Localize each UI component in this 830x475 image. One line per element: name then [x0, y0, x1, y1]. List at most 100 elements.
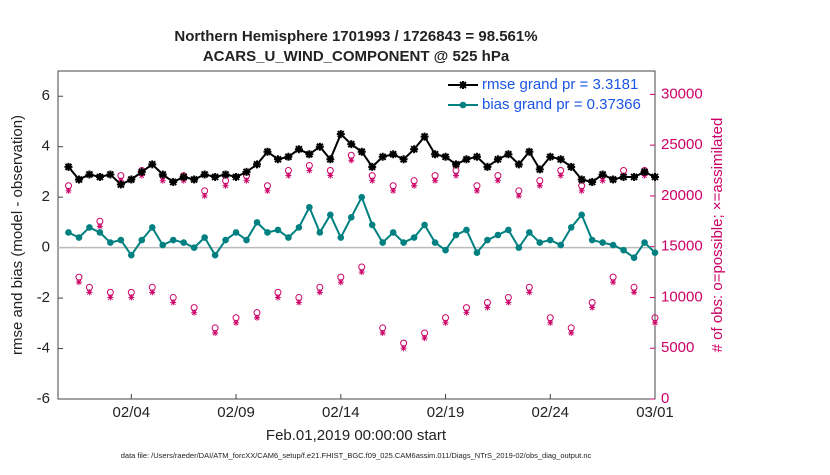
point [326, 155, 335, 164]
obs-assimilated [568, 329, 575, 336]
point [630, 254, 638, 262]
point [556, 155, 565, 164]
point [431, 150, 440, 159]
point [368, 221, 376, 229]
point [609, 175, 618, 184]
obs-assimilated [65, 187, 72, 194]
obs-assimilated [432, 177, 439, 184]
point [546, 236, 554, 244]
y-tick-label: -6 [37, 390, 50, 407]
point [619, 172, 628, 181]
y2-tick-label: 5000 [661, 339, 694, 356]
point [294, 145, 303, 154]
obs-assimilated [557, 172, 564, 179]
point [179, 172, 188, 181]
point [74, 175, 83, 184]
point [106, 170, 115, 179]
point [463, 226, 470, 234]
point [358, 193, 366, 201]
point [159, 241, 167, 249]
footnote: data file: /Users/raeder/DAI/ATM_forcXX/… [121, 451, 592, 460]
point [546, 152, 555, 161]
point [536, 239, 544, 246]
point [630, 172, 639, 181]
obs-assimilated [369, 177, 376, 184]
obs-assimilated [274, 294, 281, 301]
obs-assimilated [421, 335, 428, 342]
obs-assimilated [411, 182, 418, 189]
point [305, 150, 314, 159]
obs-assimilated [358, 269, 365, 276]
point [169, 178, 178, 187]
point [274, 226, 282, 234]
point [315, 142, 324, 151]
point [190, 244, 198, 251]
point [410, 234, 418, 241]
legend-label: bias grand pr = 0.37366 [482, 96, 641, 113]
point [389, 229, 397, 236]
point [526, 229, 533, 236]
point [232, 172, 241, 181]
obs-assimilated [306, 167, 313, 174]
point [158, 170, 167, 179]
point [399, 155, 408, 164]
point [567, 162, 576, 171]
obs-assimilated [243, 177, 250, 184]
point [243, 236, 250, 244]
chart-subtitle: ACARS_U_WIND_COMPONENT @ 525 hPa [203, 48, 510, 65]
obs-assimilated [547, 319, 554, 326]
y-tick-label: 2 [42, 188, 50, 205]
point [180, 239, 187, 246]
obs-assimilated [285, 172, 292, 179]
point [128, 251, 135, 259]
point [347, 140, 356, 149]
point [588, 178, 597, 187]
obs-assimilated [75, 279, 82, 286]
point [211, 251, 219, 259]
point [410, 145, 419, 154]
obs-assimilated [107, 294, 114, 301]
obs-assimilated [212, 329, 219, 336]
obs-assimilated [589, 304, 596, 311]
point [285, 234, 292, 241]
obs-assimilated [191, 309, 198, 316]
point [96, 229, 104, 236]
obs-assimilated [400, 345, 407, 352]
point [484, 236, 491, 244]
point [201, 234, 208, 241]
point [598, 170, 607, 179]
point [473, 249, 481, 256]
obs-assimilated [578, 187, 585, 194]
y2-tick-label: 25000 [661, 136, 703, 153]
point [389, 150, 398, 159]
obs-assimilated [201, 192, 208, 199]
point [336, 130, 345, 139]
point [137, 167, 146, 176]
point [107, 239, 114, 246]
x-tick-label: 02/09 [217, 404, 255, 421]
point [273, 155, 282, 164]
obs-assimilated [599, 177, 606, 184]
point [442, 246, 449, 254]
point [620, 246, 627, 254]
obs-assimilated [264, 187, 271, 194]
y2-tick-label: 30000 [661, 85, 703, 102]
y-axis-label: rmse and bias (model - observation) [9, 115, 26, 355]
obs-assimilated [484, 304, 491, 311]
obs-assimilated [379, 329, 386, 336]
point [557, 241, 565, 249]
point [459, 101, 467, 109]
point [64, 162, 73, 171]
point [400, 239, 407, 246]
point [483, 162, 492, 171]
obs-assimilated [526, 289, 533, 296]
point [505, 226, 512, 234]
point [641, 239, 648, 246]
obs-assimilated [348, 157, 355, 164]
point [368, 162, 377, 171]
point [169, 236, 177, 244]
point [95, 172, 104, 181]
obs-assimilated [337, 279, 344, 286]
obs-assimilated [494, 177, 501, 184]
point [462, 155, 471, 164]
